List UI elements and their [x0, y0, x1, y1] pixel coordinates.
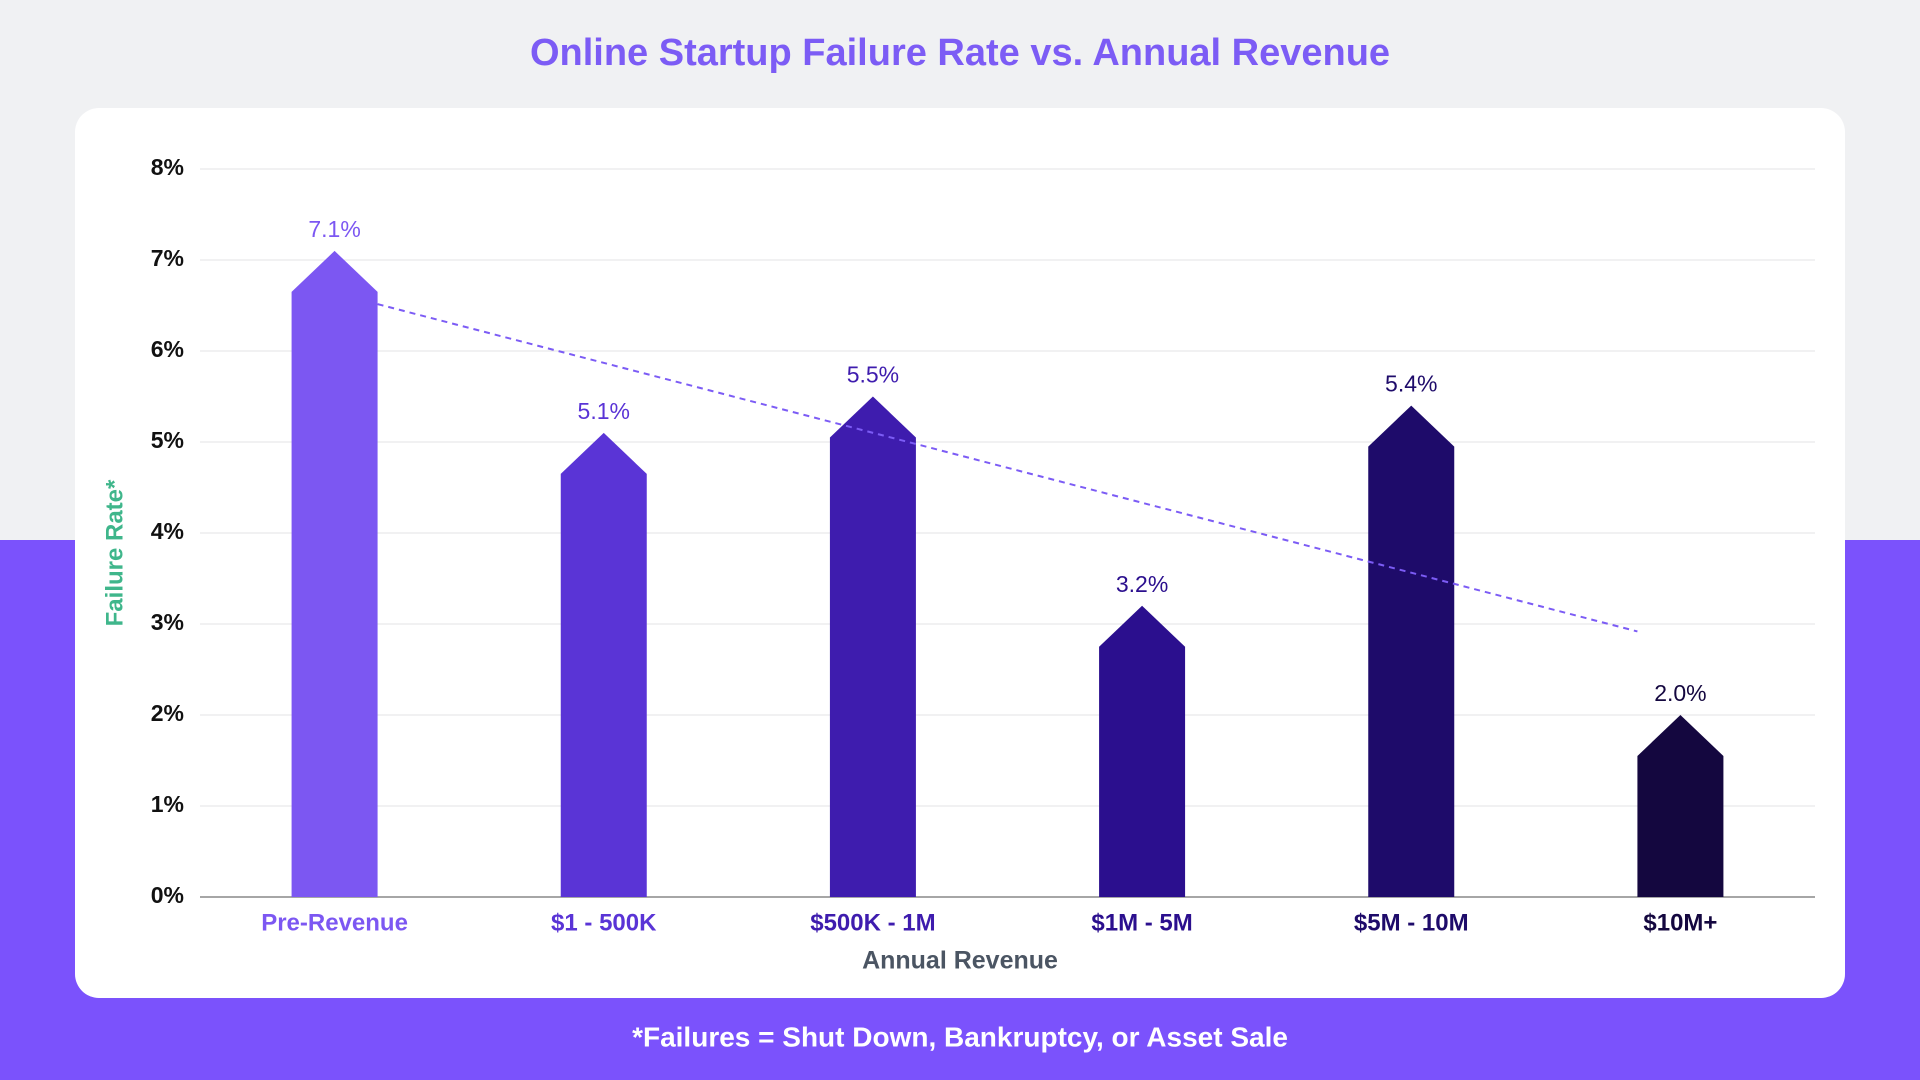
y-tick-label: 0%	[151, 882, 184, 908]
y-tick-label: 6%	[151, 336, 184, 362]
bar	[829, 396, 916, 897]
value-label: 5.5%	[847, 362, 899, 388]
value-label: 7.1%	[308, 216, 360, 242]
x-tick-label: $10M+	[1643, 909, 1717, 936]
value-label: 3.2%	[1116, 571, 1168, 597]
bar	[1099, 605, 1186, 897]
value-label: 5.1%	[578, 398, 630, 424]
y-tick-label: 5%	[151, 427, 184, 453]
footnote: *Failures = Shut Down, Bankruptcy, or As…	[632, 1021, 1288, 1052]
x-tick-label: $500K - 1M	[810, 909, 935, 936]
x-tick-label: Pre-Revenue	[261, 909, 408, 936]
x-tick-label: $1M - 5M	[1091, 909, 1192, 936]
x-tick-label: $5M - 10M	[1354, 909, 1469, 936]
x-axis-title: Annual Revenue	[862, 947, 1058, 975]
bar	[560, 432, 647, 897]
y-tick-label: 2%	[151, 700, 184, 726]
value-label: 2.0%	[1654, 680, 1706, 706]
bar	[291, 250, 378, 897]
trend-line	[377, 303, 1638, 633]
y-tick-label: 3%	[151, 609, 184, 635]
y-tick-label: 8%	[151, 154, 184, 180]
y-axis-title: Failure Rate*	[101, 479, 128, 626]
x-tick-label: $1 - 500K	[551, 909, 657, 936]
bar	[1637, 715, 1724, 897]
y-tick-label: 7%	[151, 245, 184, 271]
y-tick-label: 4%	[151, 518, 184, 544]
y-tick-label: 1%	[151, 791, 184, 817]
value-label: 5.4%	[1385, 371, 1437, 397]
bar	[1368, 405, 1455, 897]
chart-title: Online Startup Failure Rate vs. Annual R…	[530, 32, 1390, 74]
